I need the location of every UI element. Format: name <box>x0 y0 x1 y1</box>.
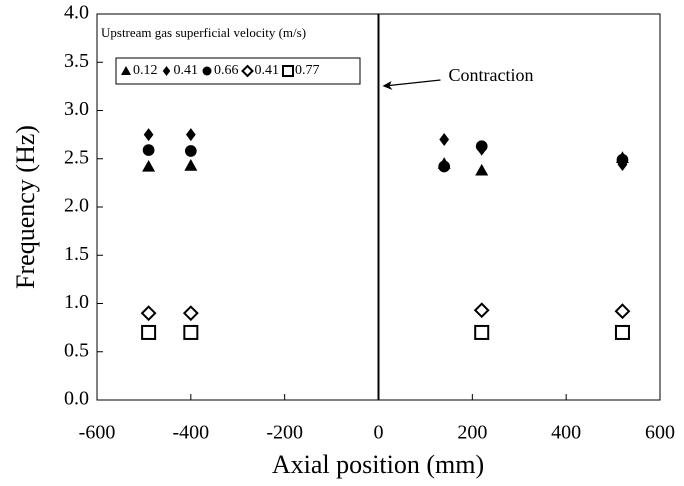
data-point <box>475 163 489 176</box>
data-point <box>439 132 450 146</box>
y-tick-label: 0.5 <box>64 339 89 361</box>
x-tick-label: -400 <box>172 422 209 444</box>
y-tick-label: 3.5 <box>64 50 89 72</box>
legend-label: 0.41 <box>255 63 280 78</box>
legend-marker <box>202 66 212 76</box>
data-point <box>184 145 197 157</box>
x-axis-title: Axial position (mm) <box>272 450 484 479</box>
x-tick-label: 400 <box>551 422 581 444</box>
data-point <box>182 305 199 322</box>
data-point <box>614 303 631 320</box>
y-tick-label: 2.0 <box>64 195 89 217</box>
y-tick-label: 3.0 <box>64 98 89 120</box>
annotation-arrowhead <box>382 81 393 90</box>
data-point <box>184 159 198 171</box>
data-point <box>616 153 629 166</box>
legend-label: 0.66 <box>214 63 239 78</box>
y-tick-label: 2.5 <box>64 146 89 168</box>
x-tick-label: 200 <box>457 422 487 444</box>
annotation: Contraction <box>449 65 534 85</box>
legend-label: 0.77 <box>295 63 320 78</box>
data-point <box>474 324 490 340</box>
data-point <box>614 324 630 340</box>
y-tick-label: 0.0 <box>64 388 89 410</box>
data-point <box>475 140 488 153</box>
y-tick-label: 1.0 <box>64 291 89 313</box>
x-tick-label: -600 <box>79 422 116 444</box>
annotation-arrow <box>384 79 441 87</box>
data-point <box>185 128 196 142</box>
data-point <box>141 324 157 340</box>
legend-label: 0.12 <box>133 63 158 78</box>
x-tick-label: -200 <box>266 422 303 444</box>
y-tick-label: 1.5 <box>64 243 89 265</box>
y-tick-label: 4.0 <box>64 2 89 24</box>
data-point <box>183 324 199 340</box>
legend-box <box>115 57 361 85</box>
legend-marker <box>162 66 171 76</box>
y-axis-title: Frequency (Hz) <box>11 125 40 289</box>
data-point <box>473 302 490 319</box>
legend-marker <box>121 66 131 75</box>
data-point <box>143 128 154 142</box>
x-tick-label: 600 <box>645 422 675 444</box>
data-point <box>142 144 155 156</box>
data-point <box>438 160 451 173</box>
legend-label: 0.41 <box>174 63 199 78</box>
legend-marker <box>241 64 254 78</box>
legend-marker <box>282 65 294 77</box>
data-point <box>142 159 156 172</box>
legend-title: Upstream gas superficial velocity (m/s) <box>101 25 306 40</box>
data-point <box>140 305 157 322</box>
x-tick-label: 0 <box>374 422 384 444</box>
